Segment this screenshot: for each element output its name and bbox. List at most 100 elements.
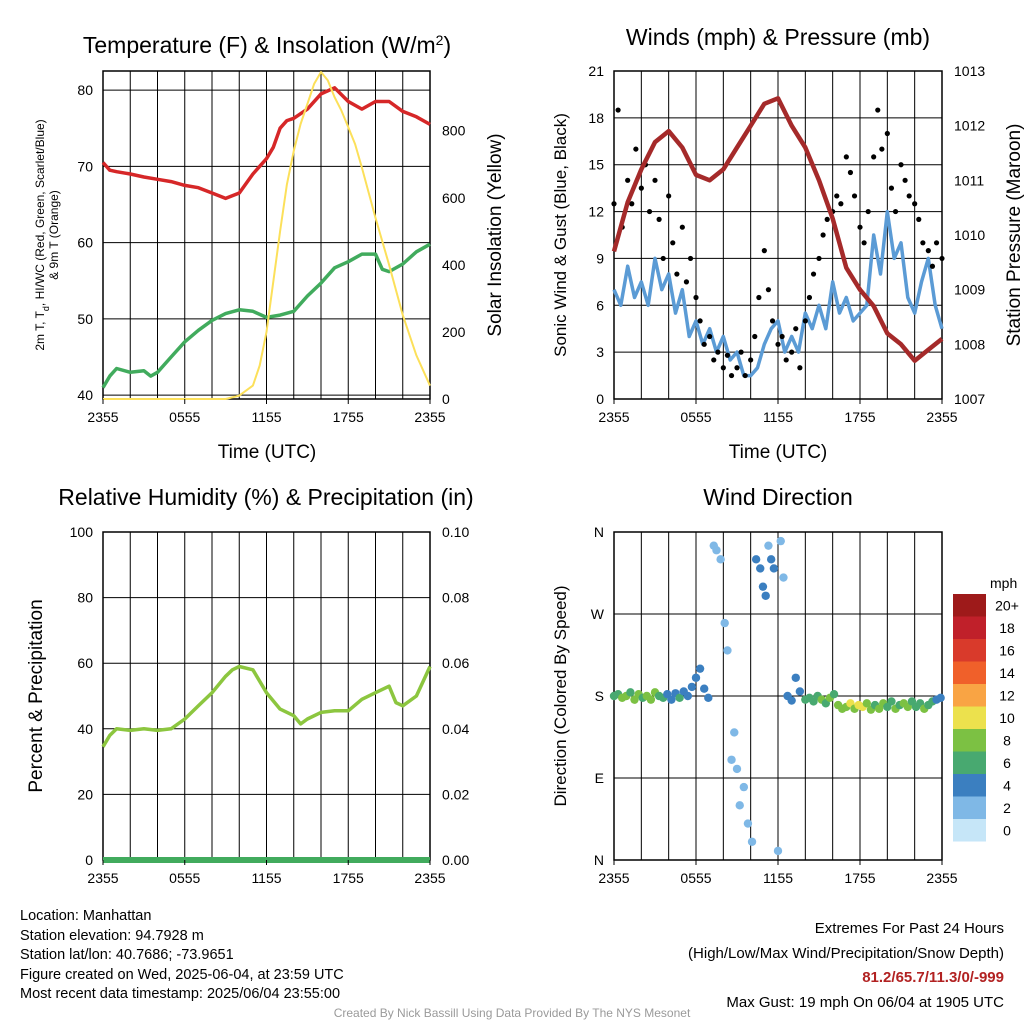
- speed-colorbar: mph 20+ 18 16 14 12 10 8 6 4 2 0: [953, 575, 1019, 842]
- y2-tick-label: 0: [442, 391, 450, 407]
- gust-point: [707, 333, 713, 340]
- direction-point: [730, 728, 739, 737]
- y2-tick-label: 1013: [954, 63, 985, 79]
- gust-point: [769, 318, 776, 324]
- x-tick-label: 2355: [598, 870, 629, 886]
- winds-y2label: Station Pressure (Maroon): [1004, 124, 1024, 347]
- y-tick-label: 0: [85, 852, 93, 868]
- y2-tick-label: 0.00: [442, 852, 469, 868]
- y-tick-label: 0: [596, 391, 604, 407]
- recent-data-timestamp: Most recent data timestamp: 2025/06/04 2…: [20, 986, 341, 1002]
- gust-point: [892, 208, 899, 215]
- y2-tick-label: 1010: [954, 227, 985, 243]
- temperature-ylabel-2: & 9m T (Orange): [47, 190, 61, 280]
- y2-tick-label: 400: [442, 257, 466, 273]
- direction-point: [687, 682, 697, 692]
- colorbar-swatch: [953, 729, 986, 752]
- colorbar-label: 18: [999, 620, 1015, 636]
- gust-point: [683, 279, 690, 285]
- gust-point: [925, 248, 931, 254]
- gust-point: [884, 130, 890, 137]
- colorbar-label: 14: [999, 665, 1015, 681]
- y2-tick-label: 1012: [954, 118, 985, 134]
- gust-point: [652, 177, 658, 183]
- extremes-title: Extremes For Past 24 Hours: [814, 920, 1004, 937]
- gust-point: [633, 146, 639, 152]
- winds-xlabel: Time (UTC): [729, 442, 828, 463]
- y-tick-label: 70: [77, 158, 93, 174]
- gust-point: [898, 162, 904, 168]
- gust-point: [820, 232, 826, 238]
- y2-tick-label: 600: [442, 190, 466, 206]
- gust-point: [783, 357, 789, 363]
- y2-tick-label: 0.04: [442, 721, 469, 737]
- gust-point: [629, 201, 635, 207]
- direction-point: [764, 541, 773, 550]
- y-tick-label: W: [591, 606, 605, 622]
- gust-point: [838, 201, 844, 207]
- gust-point: [888, 185, 895, 191]
- gust-point: [810, 271, 817, 277]
- direction-point: [829, 689, 839, 699]
- gust-point: [871, 154, 877, 160]
- direction-point: [723, 646, 732, 655]
- gust-point: [679, 224, 685, 230]
- colorbar-swatch: [953, 594, 986, 617]
- extremes-info: Extremes For Past 24 Hours (High/Low/Max…: [688, 917, 1004, 1015]
- gust-point: [906, 193, 912, 199]
- gust-point: [847, 169, 854, 176]
- y-tick-label: S: [595, 688, 604, 704]
- colorbar-label: 12: [999, 687, 1015, 703]
- gust-point: [646, 208, 653, 215]
- y-tick-label: 40: [77, 387, 93, 403]
- y-tick-label: 100: [70, 524, 94, 540]
- series-line: [611, 96, 944, 363]
- colorbar-label: 6: [1003, 755, 1011, 771]
- humidity-axes: 2355 0555 1155 1755 2355 0 20 40 60 80 100 0.00 0.02…: [70, 524, 470, 886]
- colorbar-label: 2: [1003, 800, 1011, 816]
- x-tick-label: 1755: [844, 409, 875, 425]
- gust-point: [656, 216, 662, 222]
- temperature-ylabel: 2m T, Td, HI/WC (Red, Green, Scarlet/Blu…: [33, 119, 51, 350]
- temperature-title: Temperature (F) & Insolation (W/m2): [83, 32, 451, 58]
- temperature-xlabel: Time (UTC): [218, 442, 317, 463]
- direction-point: [751, 555, 761, 564]
- y2-tick-label: 0.02: [442, 786, 469, 802]
- gust-point: [939, 255, 945, 262]
- gust-point: [920, 240, 926, 246]
- temperature-y2label: Solar Insolation (Yellow): [485, 133, 506, 336]
- gust-point: [761, 248, 767, 254]
- gust-point: [660, 255, 666, 262]
- x-tick-label: 2355: [926, 870, 957, 886]
- gust-point: [715, 349, 721, 355]
- gust-point: [851, 193, 858, 199]
- gust-point: [912, 201, 918, 207]
- figure-created: Figure created on Wed, 2025-06-04, at 23…: [20, 966, 344, 983]
- direction-point: [766, 555, 776, 564]
- x-tick-label: 1755: [333, 409, 364, 425]
- direction-point: [936, 693, 945, 703]
- series-line: [101, 242, 431, 389]
- gust-point: [816, 255, 822, 262]
- series-line: [101, 86, 431, 201]
- direction-axes: 2355 0555 1155 1755 2355 N E S W N: [591, 524, 958, 886]
- y-tick-label: 40: [77, 721, 93, 737]
- colorbar-swatch: [953, 796, 986, 819]
- x-tick-label: 1155: [763, 870, 793, 886]
- gust-point: [742, 372, 748, 379]
- gust-point: [875, 107, 881, 113]
- gust-point: [843, 154, 849, 160]
- gust-point: [720, 365, 726, 371]
- gust-point: [933, 240, 940, 246]
- gust-point: [793, 326, 799, 332]
- gust-point: [687, 255, 694, 262]
- station-location: Location: Manhattan: [20, 908, 152, 924]
- direction-point: [773, 846, 783, 856]
- gust-point: [625, 177, 631, 183]
- winds-marks: [611, 96, 945, 379]
- series-line: [103, 71, 431, 400]
- y2-tick-label: 200: [442, 324, 466, 340]
- y-tick-label: 80: [77, 82, 93, 98]
- direction-point: [683, 691, 692, 701]
